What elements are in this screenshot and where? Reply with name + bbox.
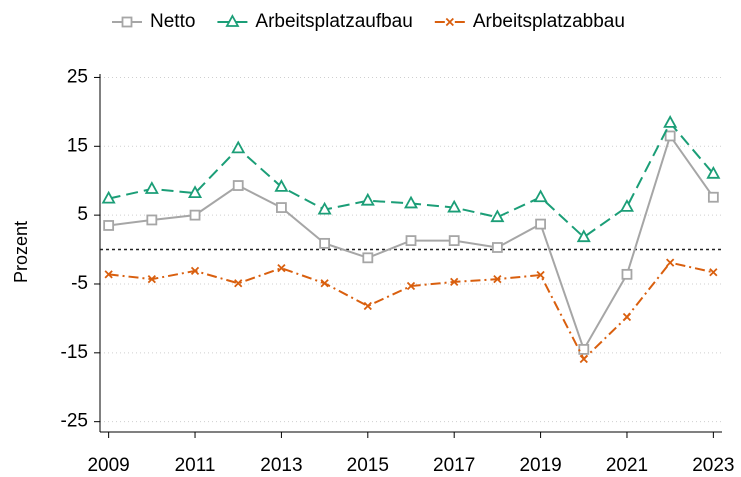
x-tick-label: 2015 [347,455,389,476]
y-axis-label: Prozent [11,221,31,283]
legend-marker [225,14,240,27]
marker [533,189,548,203]
marker [709,268,718,277]
marker [535,218,546,230]
legend: Netto Arbeitsplatzaufbau Arbeitsplatzabbau [112,11,625,32]
series [103,130,719,355]
marker [320,279,329,288]
x-tick-label: 2017 [433,455,475,476]
marker [490,209,505,223]
marker [319,237,331,249]
marker [579,354,588,364]
y-tick-label: 25 [67,66,88,87]
marker [146,214,158,226]
marker [450,277,459,287]
marker [147,275,156,284]
marker [706,165,721,179]
x-tick-label: 2021 [606,455,648,476]
marker [144,181,159,194]
marker [576,229,591,243]
marker [189,209,201,221]
marker [104,270,113,279]
marker [276,202,287,213]
marker [234,279,243,288]
y-tick-label: -5 [71,273,88,294]
marker [621,268,633,280]
legend-marker [121,16,133,28]
marker [188,185,203,199]
marker [493,275,502,284]
marker [360,192,375,206]
legend-marker [445,17,454,27]
series [104,258,718,364]
marker [231,140,246,154]
marker [491,242,503,253]
marker [578,343,590,355]
series [101,115,721,243]
marker [536,270,545,280]
marker [363,301,372,311]
marker [317,201,332,215]
marker [403,195,419,209]
marker [666,258,675,267]
x-tick-label: 2019 [519,455,561,476]
legend-label: Arbeitsplatzaufbau [255,11,412,32]
marker [362,252,374,264]
marker [101,190,116,204]
x-tick-label: 2023 [692,455,734,476]
marker [707,191,719,203]
marker [622,312,632,322]
marker [448,235,460,247]
marker [663,115,678,128]
marker [103,220,115,231]
marker [190,266,200,276]
legend-label: Arbeitsplatzabbau [473,11,625,32]
marker [274,179,289,192]
marker [619,199,634,212]
legend-label: Netto [150,11,195,32]
y-tick-label: 5 [77,204,88,225]
x-tick-label: 2011 [175,455,216,476]
y-tick-label: -15 [61,342,88,363]
marker [447,199,462,213]
marker [277,264,286,273]
y-tick-label: -25 [61,411,88,432]
marker [405,235,417,247]
y-tick-label: 15 [67,135,88,156]
marker [406,281,416,291]
x-tick-label: 2009 [87,455,129,476]
marker [664,130,676,142]
x-tick-label: 2013 [260,455,302,476]
marker [232,180,244,191]
